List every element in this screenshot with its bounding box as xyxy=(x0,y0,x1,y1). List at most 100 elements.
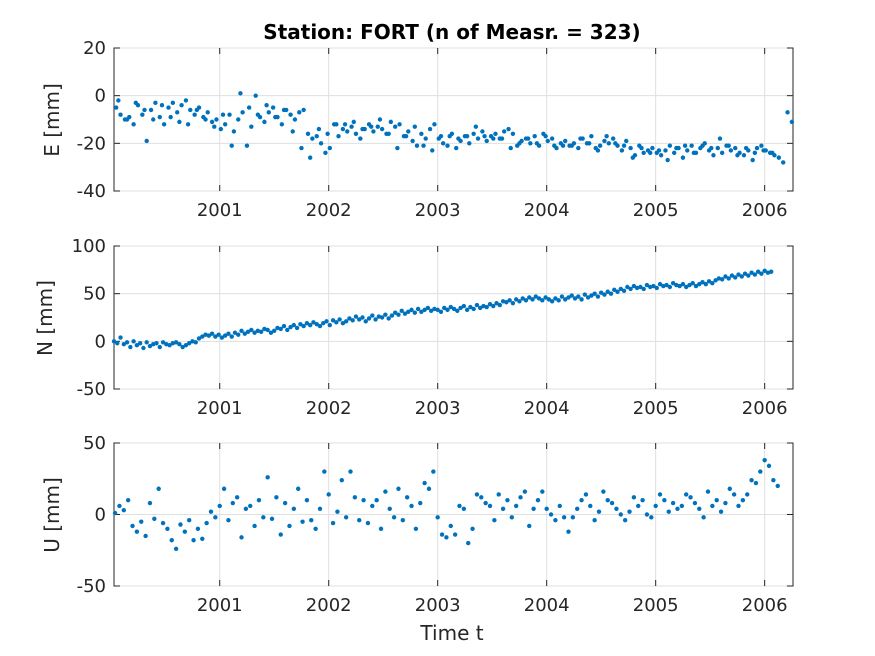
data-point-east xyxy=(419,131,424,136)
y-tick-label: 50 xyxy=(83,433,106,454)
data-point-up xyxy=(208,509,214,514)
data-point-east xyxy=(305,131,311,136)
y-tick-label: 100 xyxy=(72,236,106,257)
data-point-up xyxy=(200,536,205,542)
data-point-north xyxy=(301,323,306,329)
data-point-north xyxy=(612,287,617,293)
data-point-north xyxy=(618,286,623,292)
data-point-up xyxy=(287,523,292,529)
data-point-up xyxy=(330,520,336,526)
data-point-up xyxy=(718,509,724,514)
data-point-north xyxy=(236,332,241,337)
data-point-east xyxy=(168,114,173,120)
data-point-east xyxy=(715,145,720,151)
data-point-north xyxy=(350,318,355,323)
data-point-north xyxy=(621,288,627,294)
data-point-north xyxy=(370,313,375,318)
data-point-up xyxy=(282,500,288,506)
data-point-up xyxy=(413,526,419,531)
data-point-east xyxy=(610,136,616,141)
data-point-up xyxy=(470,526,475,531)
y-tick-label: -40 xyxy=(77,181,106,202)
data-point-up xyxy=(622,518,628,523)
x-tick-label: 2001 xyxy=(197,200,243,221)
data-point-up xyxy=(474,492,480,497)
data-point-north xyxy=(141,345,146,351)
data-point-north xyxy=(419,309,424,314)
data-point-north xyxy=(330,318,336,323)
data-point-north xyxy=(118,335,123,340)
data-point-up xyxy=(509,515,515,520)
data-point-east xyxy=(218,126,224,132)
data-point-east xyxy=(397,122,402,127)
data-point-east xyxy=(711,153,716,158)
data-point-north xyxy=(507,298,512,303)
data-point-up xyxy=(675,506,680,511)
data-point-up xyxy=(121,508,127,513)
data-point-up xyxy=(627,509,632,514)
data-point-north xyxy=(710,280,715,286)
data-point-up xyxy=(531,506,536,511)
data-point-east xyxy=(484,138,489,144)
data-point-north xyxy=(497,302,503,308)
data-point-east xyxy=(246,105,252,110)
panel-east: 2001 2002 2003 2004 2005 2006 -40 -20 0 20 E [mm] xyxy=(40,38,795,221)
data-point-east xyxy=(658,153,664,158)
data-point-east xyxy=(726,143,731,148)
data-point-up xyxy=(649,515,654,520)
data-point-up xyxy=(701,515,706,520)
data-point-up xyxy=(431,469,436,474)
data-point-east xyxy=(606,141,612,146)
data-point-north xyxy=(252,330,257,335)
data-point-north xyxy=(304,321,310,326)
data-point-east xyxy=(231,129,237,134)
data-point-north xyxy=(602,292,607,297)
data-point-east xyxy=(624,138,629,144)
panel-north: 2001 2002 2003 2004 2005 2006 -50 0 50 100 N [mm] xyxy=(33,236,794,419)
data-point-up xyxy=(173,546,179,552)
x-tick-label: 2002 xyxy=(306,200,352,221)
data-point-north xyxy=(755,269,761,274)
data-point-north xyxy=(232,330,238,335)
data-point-north xyxy=(396,312,401,317)
data-point-up xyxy=(187,518,192,523)
data-point-up xyxy=(234,495,240,500)
data-point-east xyxy=(604,133,609,139)
data-point-east xyxy=(776,155,782,160)
data-point-east xyxy=(161,122,167,127)
data-point-up xyxy=(400,518,406,523)
data-point-east xyxy=(212,124,217,129)
data-point-north xyxy=(700,280,705,285)
data-point-east xyxy=(569,143,574,148)
data-point-north xyxy=(428,308,434,314)
data-point-north xyxy=(229,334,234,339)
data-point-north xyxy=(314,321,319,327)
data-point-east xyxy=(560,143,566,148)
data-point-up xyxy=(527,523,532,529)
data-point-up xyxy=(160,520,166,526)
data-point-north xyxy=(739,274,744,279)
data-point-north xyxy=(455,308,460,314)
data-point-north xyxy=(268,330,274,335)
points-north xyxy=(111,268,774,351)
data-point-east xyxy=(188,107,193,113)
data-point-north xyxy=(749,270,754,275)
chart-title: Station: FORT (n of Measr. = 323) xyxy=(263,20,640,44)
data-point-up xyxy=(304,498,310,503)
data-point-east xyxy=(586,141,592,146)
data-point-east xyxy=(249,124,254,129)
data-point-east xyxy=(674,145,679,151)
data-point-north xyxy=(226,331,231,336)
data-point-north xyxy=(719,277,725,282)
data-point-north xyxy=(605,289,610,294)
data-point-north xyxy=(723,274,728,279)
data-point-north xyxy=(549,299,555,304)
data-point-east xyxy=(517,141,522,146)
data-point-east xyxy=(648,150,653,156)
data-point-east xyxy=(717,136,723,141)
ticks-north: 2001 2002 2003 2004 2005 2006 -50 0 50 100 xyxy=(72,236,793,419)
data-point-north xyxy=(657,281,663,287)
data-point-east xyxy=(377,117,383,122)
data-point-up xyxy=(714,498,719,503)
data-point-up xyxy=(500,506,506,511)
